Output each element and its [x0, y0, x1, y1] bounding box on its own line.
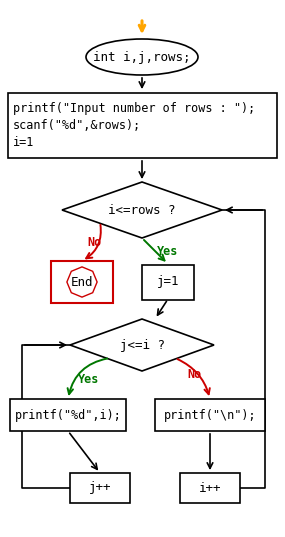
Bar	[70, 473, 130, 503]
Text: i<=rows ?: i<=rows ?	[108, 204, 176, 216]
Text: printf("%d",i);: printf("%d",i);	[15, 409, 121, 422]
Text: No: No	[187, 368, 201, 381]
Text: Yes: Yes	[157, 245, 178, 258]
Polygon shape	[70, 319, 214, 371]
Text: End: End	[71, 275, 93, 288]
Bar	[180, 473, 240, 503]
Text: j=1: j=1	[157, 275, 179, 288]
Text: printf("\n");: printf("\n");	[164, 409, 256, 422]
Bar	[142, 265, 194, 300]
Text: printf("Input number of rows : ");
scanf("%d",&rows);
i=1: printf("Input number of rows : "); scanf…	[13, 102, 255, 149]
Text: int i,j,rows;: int i,j,rows;	[93, 50, 191, 63]
Bar	[8, 93, 277, 158]
Text: No: No	[87, 236, 101, 249]
Text: j<=i ?: j<=i ?	[119, 338, 164, 352]
Polygon shape	[62, 182, 222, 238]
Ellipse shape	[86, 39, 198, 75]
Bar	[155, 399, 265, 431]
Text: i++: i++	[199, 482, 221, 495]
Bar	[10, 399, 126, 431]
Bar	[51, 261, 113, 303]
Text: Yes: Yes	[78, 373, 99, 386]
Text: j++: j++	[89, 482, 111, 495]
Polygon shape	[67, 267, 97, 297]
